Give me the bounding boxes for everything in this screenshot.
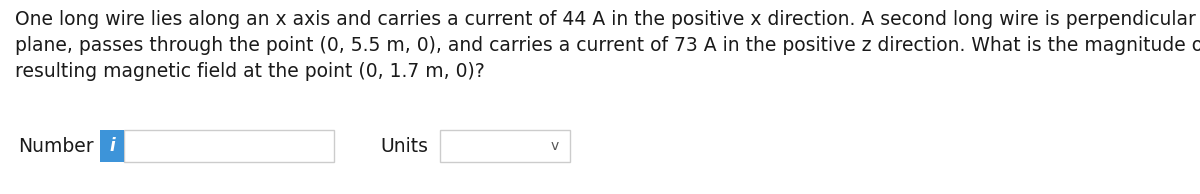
Text: plane, passes through the point (0, 5.5 m, 0), and carries a current of 73 A in : plane, passes through the point (0, 5.5 … [14, 36, 1200, 55]
Bar [100, 130, 124, 162]
Text: v: v [551, 139, 559, 153]
Bar [124, 130, 334, 162]
Text: One long wire lies along an x axis and carries a current of 44 A in the positive: One long wire lies along an x axis and c… [14, 10, 1200, 29]
Bar [440, 130, 570, 162]
Text: Number: Number [18, 137, 94, 156]
Text: i: i [109, 137, 115, 155]
Text: Units: Units [380, 137, 428, 156]
Text: resulting magnetic field at the point (0, 1.7 m, 0)?: resulting magnetic field at the point (0… [14, 62, 485, 81]
